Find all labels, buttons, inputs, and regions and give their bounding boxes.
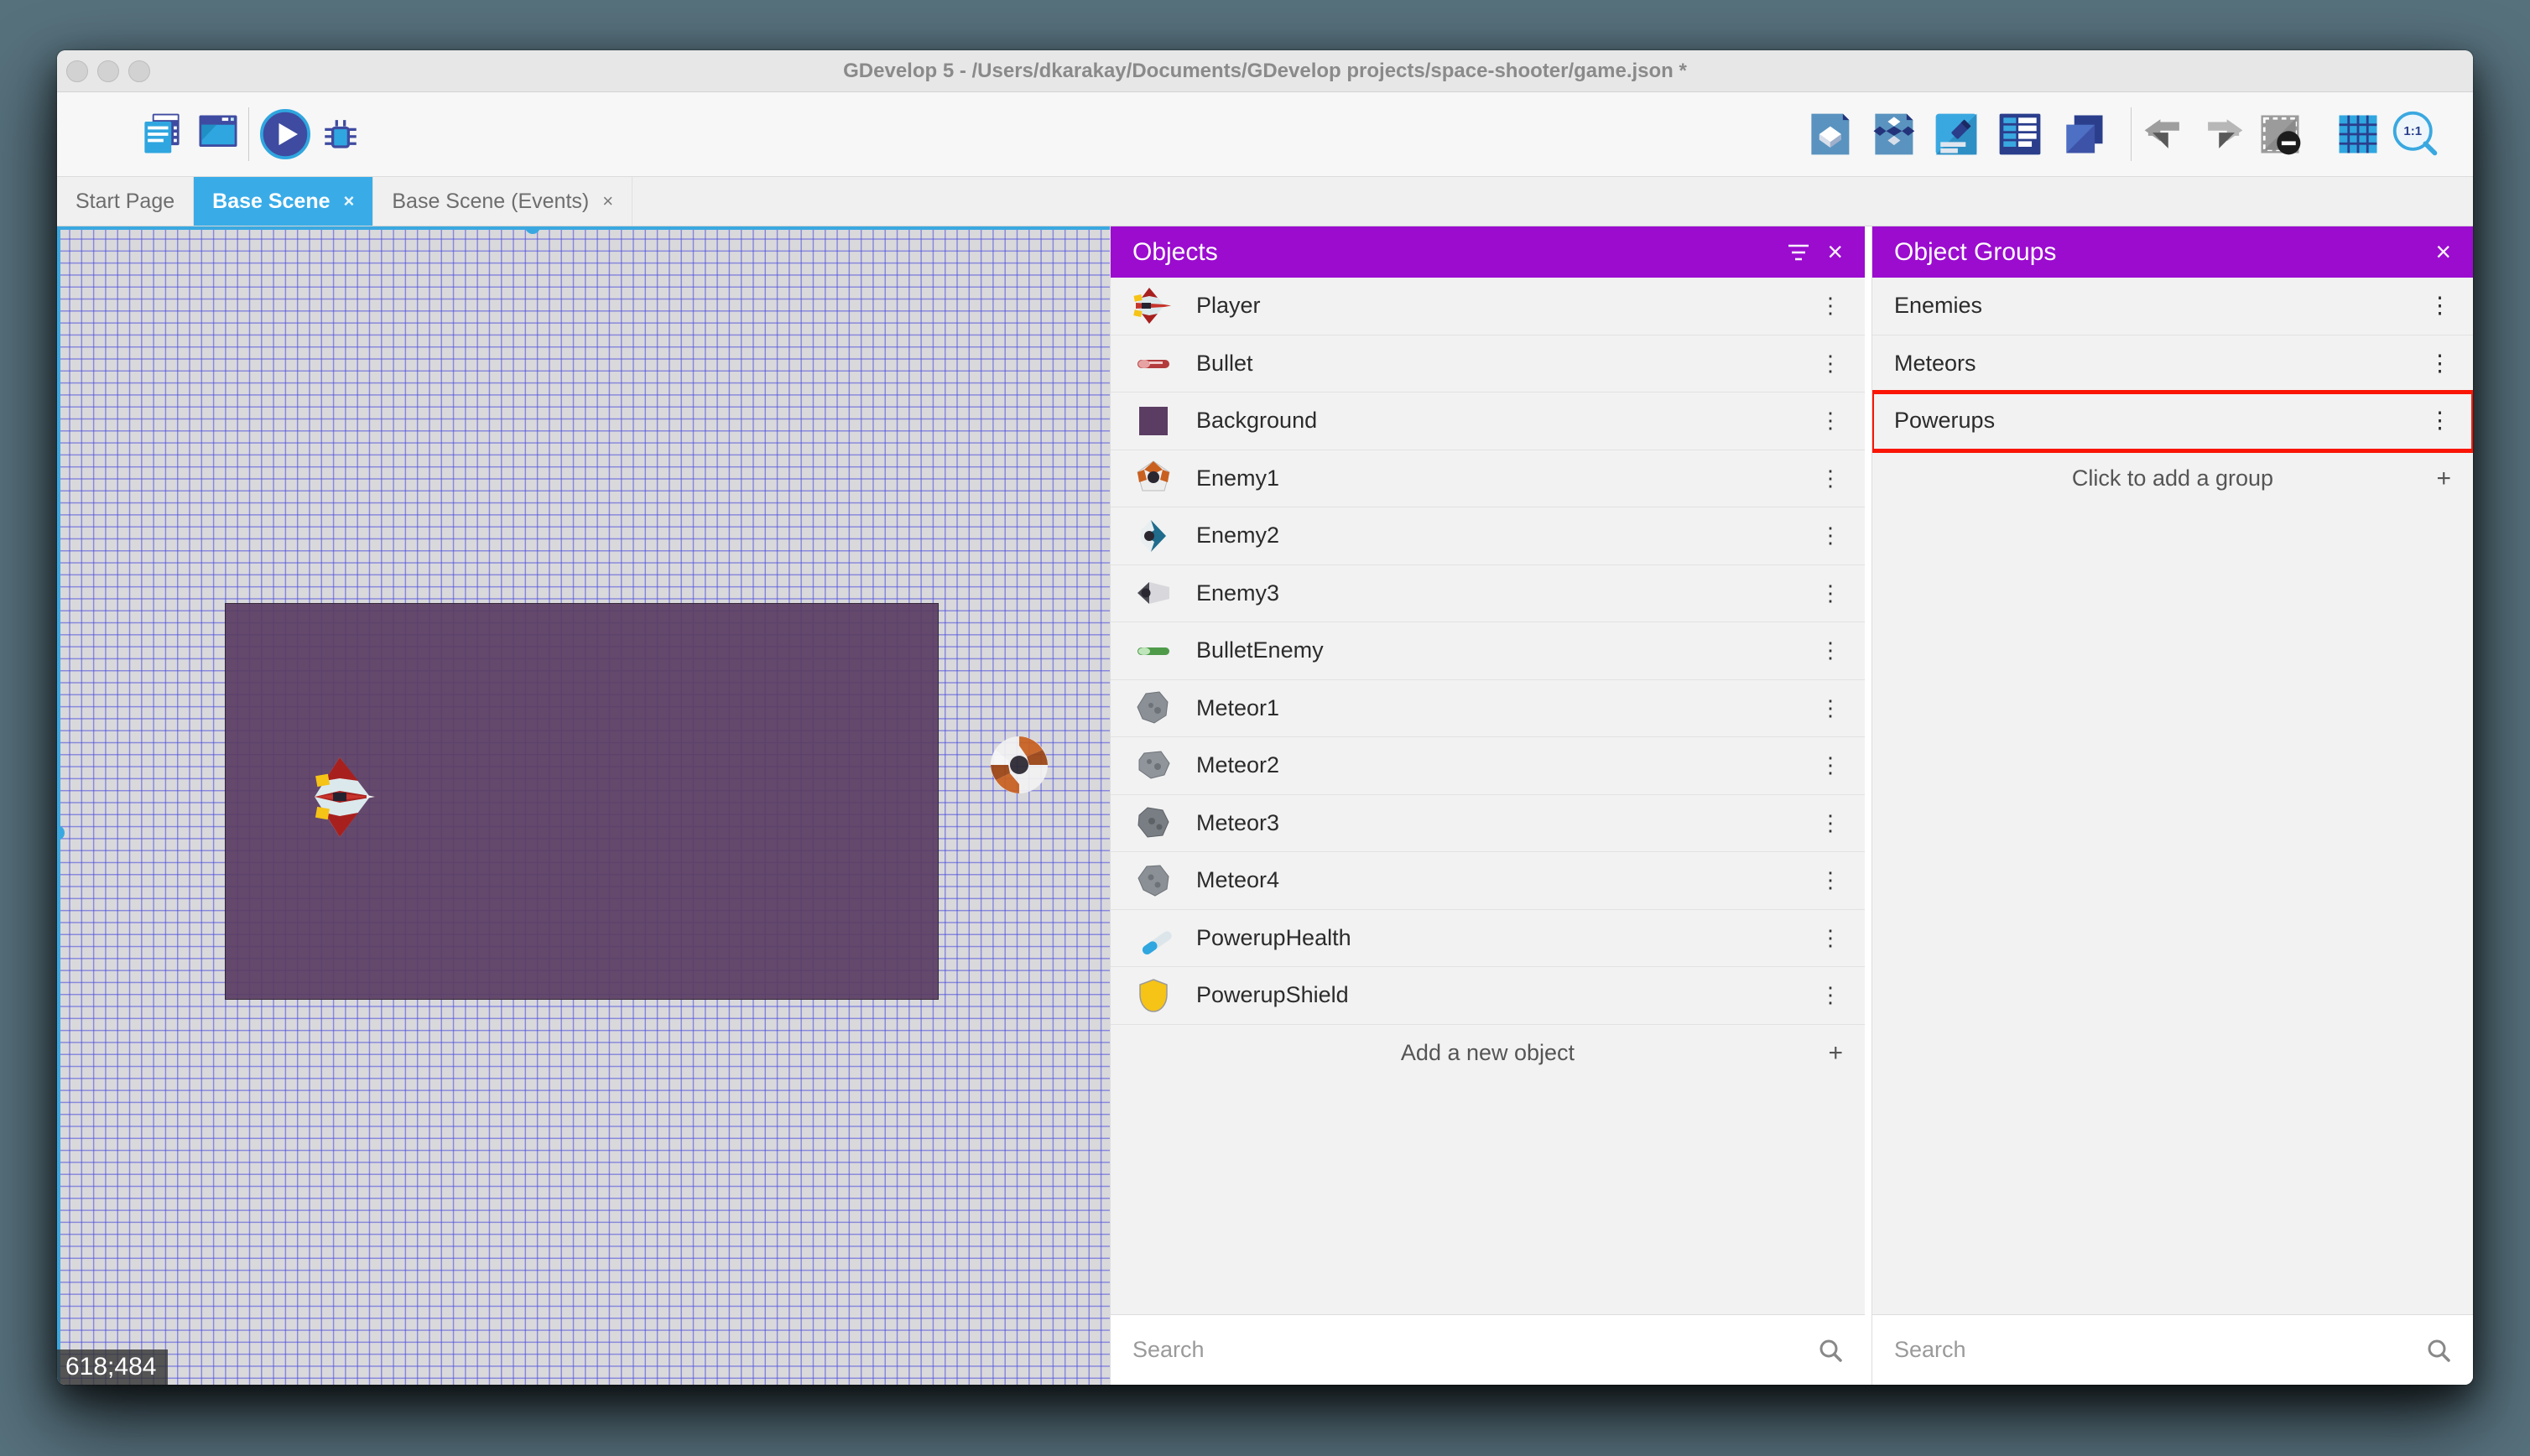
svg-text:1:1: 1:1: [2403, 124, 2422, 138]
